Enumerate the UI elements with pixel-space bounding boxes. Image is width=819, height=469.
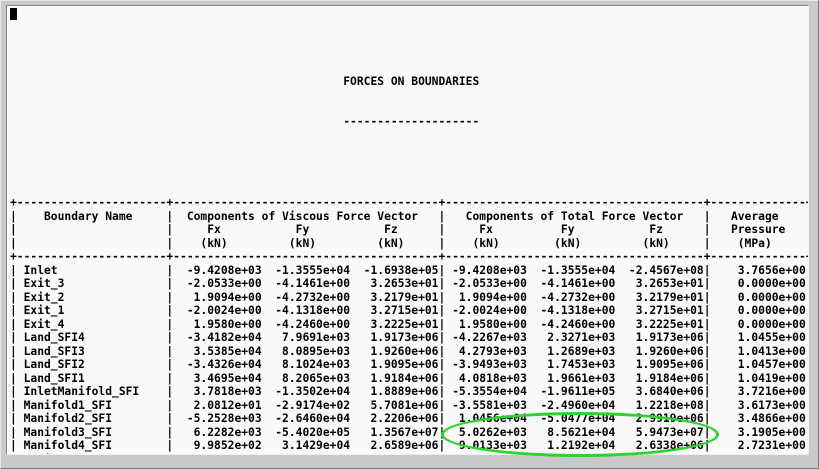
table-row: | Exit_1 | -2.0024e+00 -4.1318e+00 3.271…	[10, 304, 809, 317]
table-row: | Inlet | -9.4208e+03 -1.3555e+04 -1.693…	[10, 263, 809, 277]
console-screen: FORCES ON BOUNDARIES -------------------…	[6, 5, 809, 455]
page-title-underline: --------------------	[343, 115, 480, 128]
table-row: | Land_SFI1 | 3.4695e+04 8.2065e+03 1.91…	[10, 371, 809, 385]
table-row: | Exit_3 | -2.0533e+00 -4.1461e+00 3.265…	[10, 277, 809, 290]
text-cursor	[10, 8, 17, 20]
table-row: | Land_SFI4 | -3.4182e+04 7.9691e+03 1.9…	[10, 331, 809, 344]
blank-line	[10, 156, 808, 170]
table-row: | Exit_2 | 1.9094e+00 -4.2732e+00 3.2179…	[10, 290, 809, 304]
table-row: | InletManifold_SFI | 3.7818e+03 -1.3502…	[10, 385, 809, 398]
table-row: | Exit_4 | 1.9580e+00 -4.2460e+00 3.2225…	[10, 317, 809, 331]
table-row: | Land_SFI3 | 3.5385e+04 8.0895e+03 1.92…	[10, 344, 809, 358]
console-text: FORCES ON BOUNDARIES -------------------…	[10, 7, 809, 455]
table-row: | Manifold5_SFI | 2.4904e+03 6.9295e+04 …	[10, 453, 808, 455]
table-row: | Manifold2_SFI | -5.2528e+03 -2.6460e+0…	[10, 412, 809, 425]
page-title: FORCES ON BOUNDARIES	[343, 74, 480, 88]
table-row: | Manifold1_SFI | 2.0812e+01 -2.9174e+02…	[10, 398, 809, 412]
table-row: | Manifold4_SFI | 9.9852e+02 3.1429e+04 …	[10, 439, 809, 452]
table-row: | Land_SFI2 | -3.4326e+04 8.1024e+03 1.9…	[10, 358, 809, 371]
table-top-border: +----------------------+----------------…	[10, 196, 809, 209]
forces-table: +----------------------+----------------…	[10, 196, 809, 455]
table-header-titles: | Boundary Name | Components of Viscous …	[10, 209, 809, 223]
table-header-axis: | | Fx Fy Fz | Fx Fy Fz | Pressure |	[10, 223, 809, 236]
table-header-units: | | (kN) (kN) (kN) | (kN) (kN) (kN) | (M…	[10, 236, 809, 250]
table-row: | Manifold3_SFI | 6.2282e+03 -5.4020e+05…	[10, 425, 809, 439]
blank-line	[10, 34, 808, 48]
table-header-separator: +----------------------+----------------…	[10, 250, 809, 263]
